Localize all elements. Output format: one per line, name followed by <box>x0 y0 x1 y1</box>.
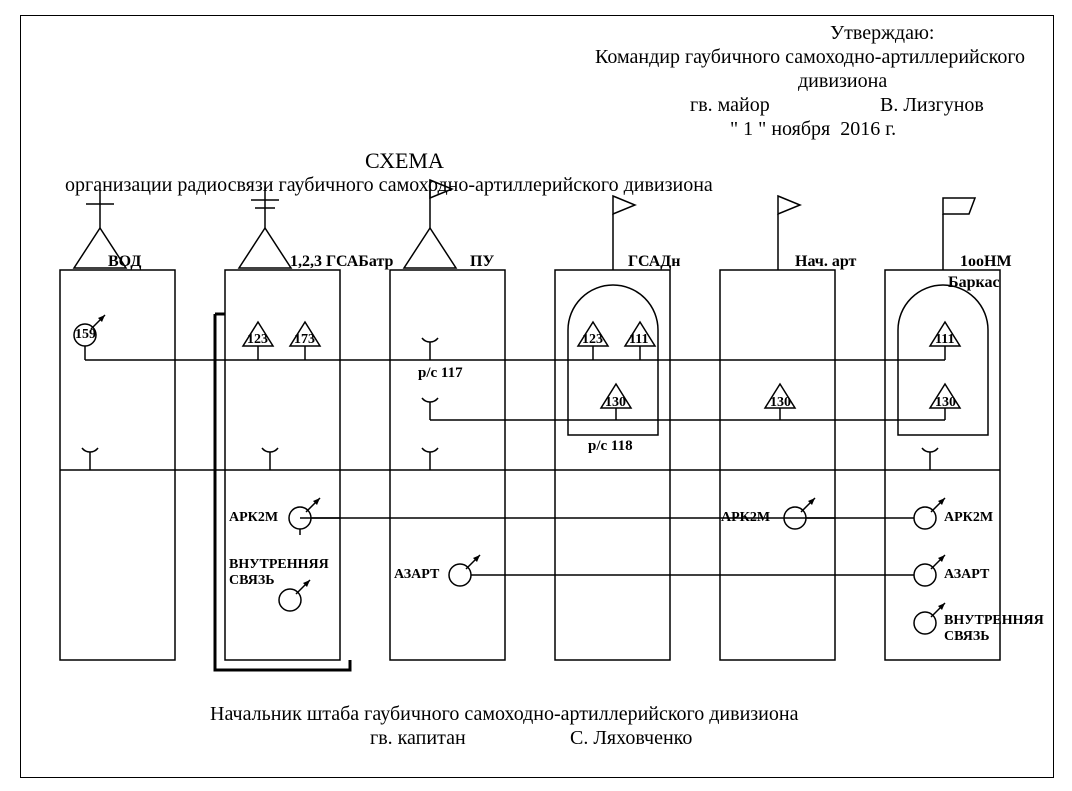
box-oonm <box>885 270 1000 660</box>
icon-cp-nachart <box>778 196 800 270</box>
tri-123b <box>578 322 608 356</box>
tri-130b <box>765 384 795 418</box>
box-vod <box>60 270 175 660</box>
tri-130a <box>601 384 631 418</box>
ant-vod <box>82 448 98 470</box>
box-pu <box>390 270 505 660</box>
tx-159 <box>74 315 105 346</box>
ant-oonm <box>922 448 938 470</box>
tx-azart-pu <box>449 555 480 586</box>
tri-130c <box>930 384 960 418</box>
box-gsabatr <box>225 270 340 660</box>
box-gsadn <box>555 270 670 660</box>
ant-pu-1 <box>422 338 438 360</box>
tri-111a <box>625 322 655 356</box>
tx-internal-oonm <box>914 603 945 634</box>
box-nachart <box>720 270 835 660</box>
tx-ark2m-gsabatr <box>289 498 320 529</box>
tri-123a <box>243 322 273 356</box>
thick-bracket <box>215 314 350 670</box>
diagram-svg <box>0 0 1072 791</box>
tx-internal-gsabatr <box>279 580 310 611</box>
tx-azart-oonm <box>914 555 945 586</box>
ant-gsabatr <box>262 448 278 470</box>
icon-cp-pu <box>404 180 456 268</box>
tri-111b <box>930 322 960 356</box>
tx-ark2m-nachart <box>784 498 815 529</box>
icon-cp-gsadn <box>613 196 635 270</box>
tri-173 <box>290 322 320 356</box>
tx-ark2m-oonm <box>914 498 945 529</box>
icon-cp-vod <box>74 190 126 268</box>
icon-cp-oonm <box>943 198 975 270</box>
ant-pu-3 <box>422 448 438 470</box>
icon-cp-gsabatr <box>239 186 291 268</box>
ant-pu-2 <box>422 398 438 420</box>
